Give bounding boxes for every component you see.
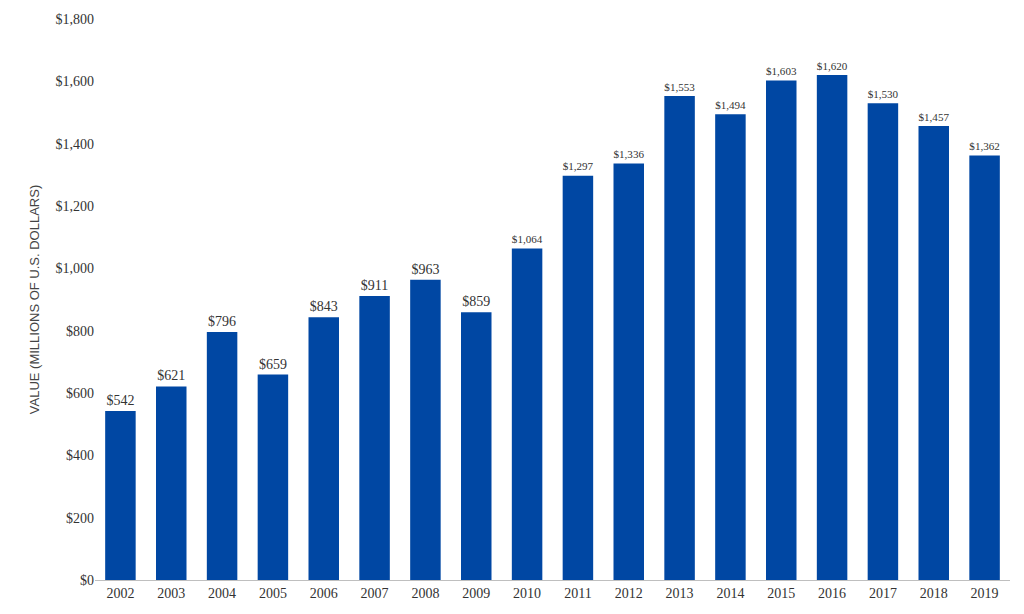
svg-text:$1,000: $1,000 <box>56 261 95 276</box>
svg-text:2008: 2008 <box>411 586 439 601</box>
svg-text:$859: $859 <box>462 294 490 309</box>
svg-text:$1,362: $1,362 <box>969 140 999 152</box>
svg-text:2019: 2019 <box>971 586 999 601</box>
svg-text:2018: 2018 <box>920 586 948 601</box>
svg-text:2002: 2002 <box>106 586 134 601</box>
svg-text:$1,200: $1,200 <box>56 199 95 214</box>
svg-text:2014: 2014 <box>716 586 744 601</box>
svg-text:$1,800: $1,800 <box>56 12 95 27</box>
svg-text:2016: 2016 <box>818 586 846 601</box>
svg-text:2011: 2011 <box>564 586 591 601</box>
svg-text:$800: $800 <box>66 324 94 339</box>
svg-text:$843: $843 <box>310 299 338 314</box>
svg-text:VALUE (MILLIONS OF U.S. DOLLAR: VALUE (MILLIONS OF U.S. DOLLARS) <box>27 185 42 414</box>
svg-text:$659: $659 <box>259 357 287 372</box>
svg-text:$0: $0 <box>80 573 94 588</box>
svg-text:$1,620: $1,620 <box>817 60 848 72</box>
svg-text:$1,553: $1,553 <box>664 81 695 93</box>
svg-text:2003: 2003 <box>157 586 185 601</box>
svg-text:$1,400: $1,400 <box>56 137 95 152</box>
svg-text:$1,336: $1,336 <box>614 148 645 160</box>
svg-text:$1,530: $1,530 <box>868 88 899 100</box>
svg-text:$1,494: $1,494 <box>715 99 746 111</box>
svg-text:$542: $542 <box>106 393 134 408</box>
svg-text:$1,603: $1,603 <box>766 65 797 77</box>
svg-text:$911: $911 <box>361 278 388 293</box>
svg-text:2004: 2004 <box>208 586 236 601</box>
svg-text:2013: 2013 <box>666 586 694 601</box>
svg-text:2009: 2009 <box>462 586 490 601</box>
svg-text:2010: 2010 <box>513 586 541 601</box>
svg-text:$200: $200 <box>66 511 94 526</box>
svg-text:2006: 2006 <box>310 586 338 601</box>
svg-text:$1,297: $1,297 <box>563 160 594 172</box>
svg-text:2017: 2017 <box>869 586 897 601</box>
svg-text:2015: 2015 <box>767 586 795 601</box>
svg-text:$1,600: $1,600 <box>56 74 95 89</box>
svg-text:$600: $600 <box>66 386 94 401</box>
svg-text:$1,457: $1,457 <box>919 111 950 123</box>
svg-text:$963: $963 <box>411 262 439 277</box>
svg-text:2012: 2012 <box>615 586 643 601</box>
svg-text:$400: $400 <box>66 448 94 463</box>
svg-text:2007: 2007 <box>361 586 389 601</box>
svg-text:$796: $796 <box>208 314 236 329</box>
svg-text:$621: $621 <box>157 368 185 383</box>
svg-text:$1,064: $1,064 <box>512 233 543 245</box>
svg-text:2005: 2005 <box>259 586 287 601</box>
